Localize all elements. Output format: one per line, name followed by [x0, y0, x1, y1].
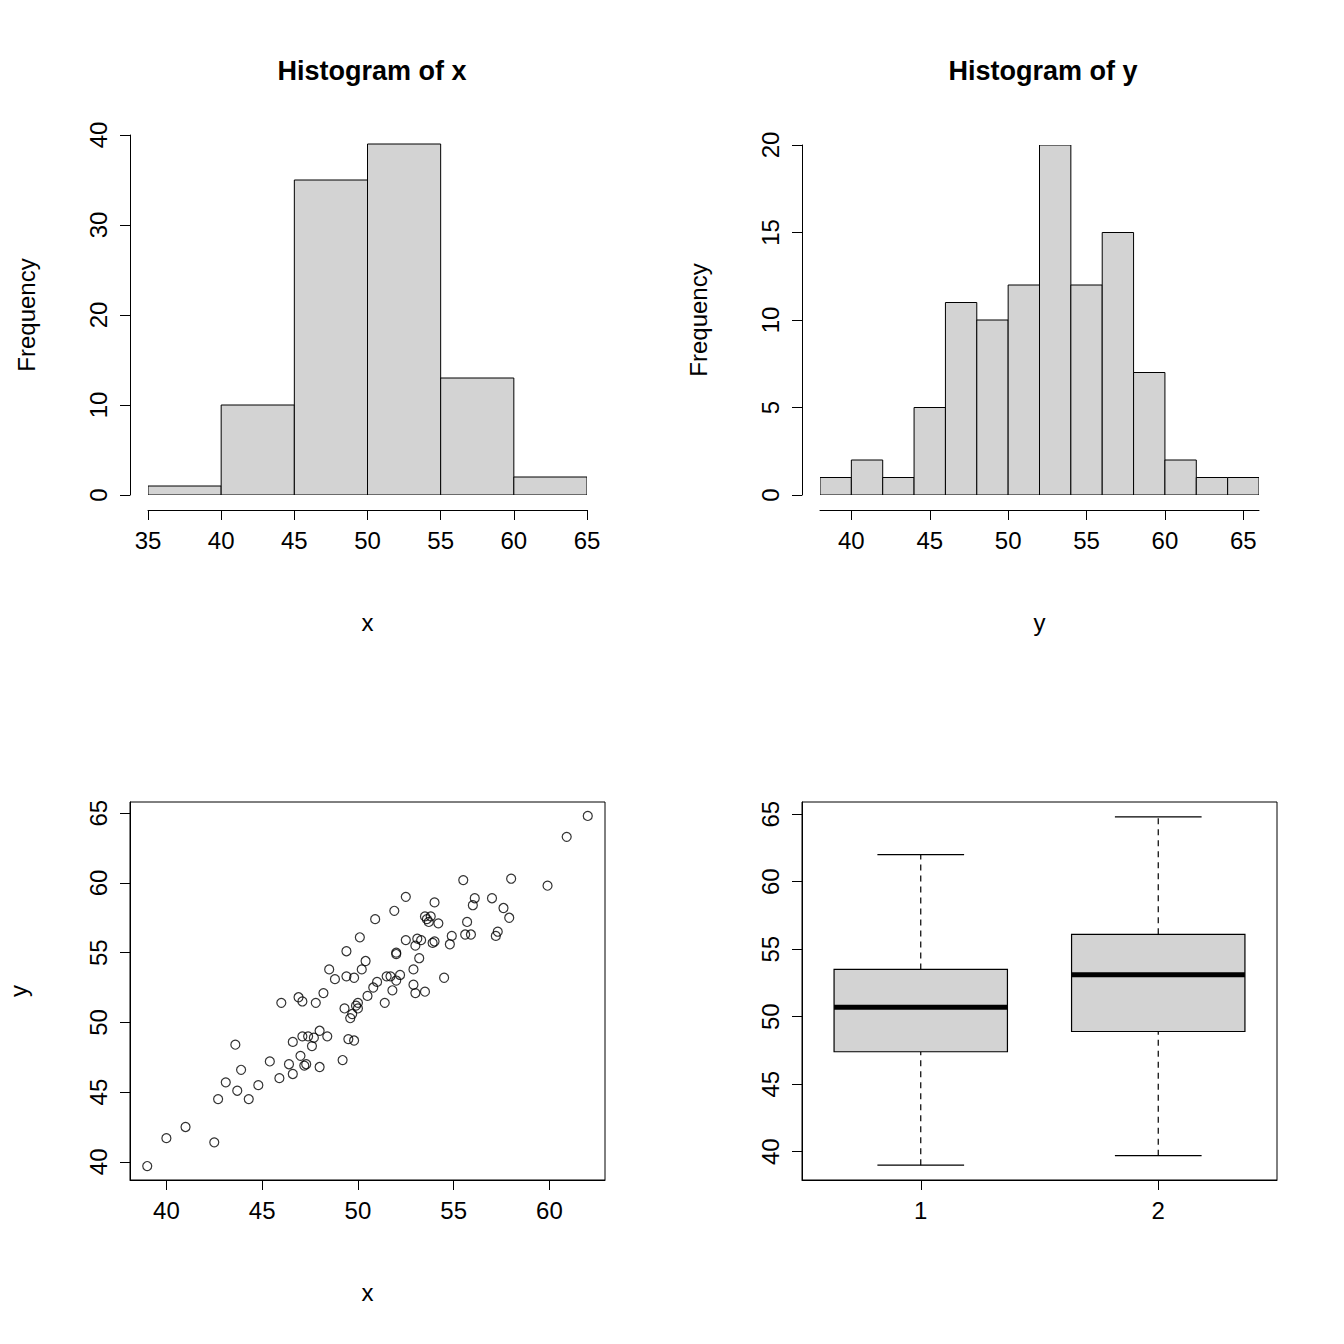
svg-text:55: 55: [440, 1197, 467, 1224]
svg-text:Frequency: Frequency: [685, 263, 712, 376]
svg-text:40: 40: [153, 1197, 180, 1224]
svg-text:0: 0: [757, 488, 784, 501]
svg-text:40: 40: [757, 1138, 784, 1165]
svg-text:60: 60: [500, 527, 527, 554]
svg-text:60: 60: [1152, 527, 1179, 554]
svg-text:Histogram of y: Histogram of y: [948, 56, 1137, 86]
svg-text:50: 50: [757, 1003, 784, 1030]
svg-text:50: 50: [85, 1009, 112, 1036]
svg-text:60: 60: [536, 1197, 563, 1224]
svg-text:Histogram of x: Histogram of x: [277, 56, 466, 86]
svg-text:1: 1: [914, 1197, 927, 1224]
svg-text:35: 35: [135, 527, 162, 554]
svg-text:50: 50: [995, 527, 1022, 554]
svg-text:60: 60: [757, 868, 784, 895]
svg-text:55: 55: [85, 939, 112, 966]
svg-text:55: 55: [757, 936, 784, 963]
svg-text:50: 50: [345, 1197, 372, 1224]
svg-text:y: y: [1034, 609, 1046, 636]
svg-text:55: 55: [427, 527, 454, 554]
svg-text:40: 40: [208, 527, 235, 554]
svg-text:50: 50: [354, 527, 381, 554]
svg-text:20: 20: [757, 132, 784, 159]
svg-text:x: x: [362, 609, 374, 636]
svg-text:65: 65: [574, 527, 601, 554]
svg-text:40: 40: [838, 527, 865, 554]
svg-text:5: 5: [757, 401, 784, 414]
svg-text:40: 40: [85, 1149, 112, 1176]
svg-text:65: 65: [757, 801, 784, 828]
svg-text:y: y: [5, 985, 32, 997]
svg-text:x: x: [362, 1279, 374, 1306]
svg-text:45: 45: [281, 527, 308, 554]
svg-text:65: 65: [1230, 527, 1257, 554]
svg-text:15: 15: [757, 219, 784, 246]
svg-text:2: 2: [1152, 1197, 1165, 1224]
svg-text:10: 10: [85, 392, 112, 419]
svg-text:45: 45: [916, 527, 943, 554]
svg-text:45: 45: [757, 1071, 784, 1098]
svg-text:60: 60: [85, 870, 112, 897]
svg-text:20: 20: [85, 302, 112, 329]
svg-text:0: 0: [85, 488, 112, 501]
svg-text:45: 45: [249, 1197, 276, 1224]
svg-text:Frequency: Frequency: [13, 258, 40, 371]
svg-text:65: 65: [85, 800, 112, 827]
svg-text:30: 30: [85, 212, 112, 239]
svg-text:45: 45: [85, 1079, 112, 1106]
svg-text:55: 55: [1073, 527, 1100, 554]
svg-text:40: 40: [85, 122, 112, 149]
svg-text:10: 10: [757, 307, 784, 334]
